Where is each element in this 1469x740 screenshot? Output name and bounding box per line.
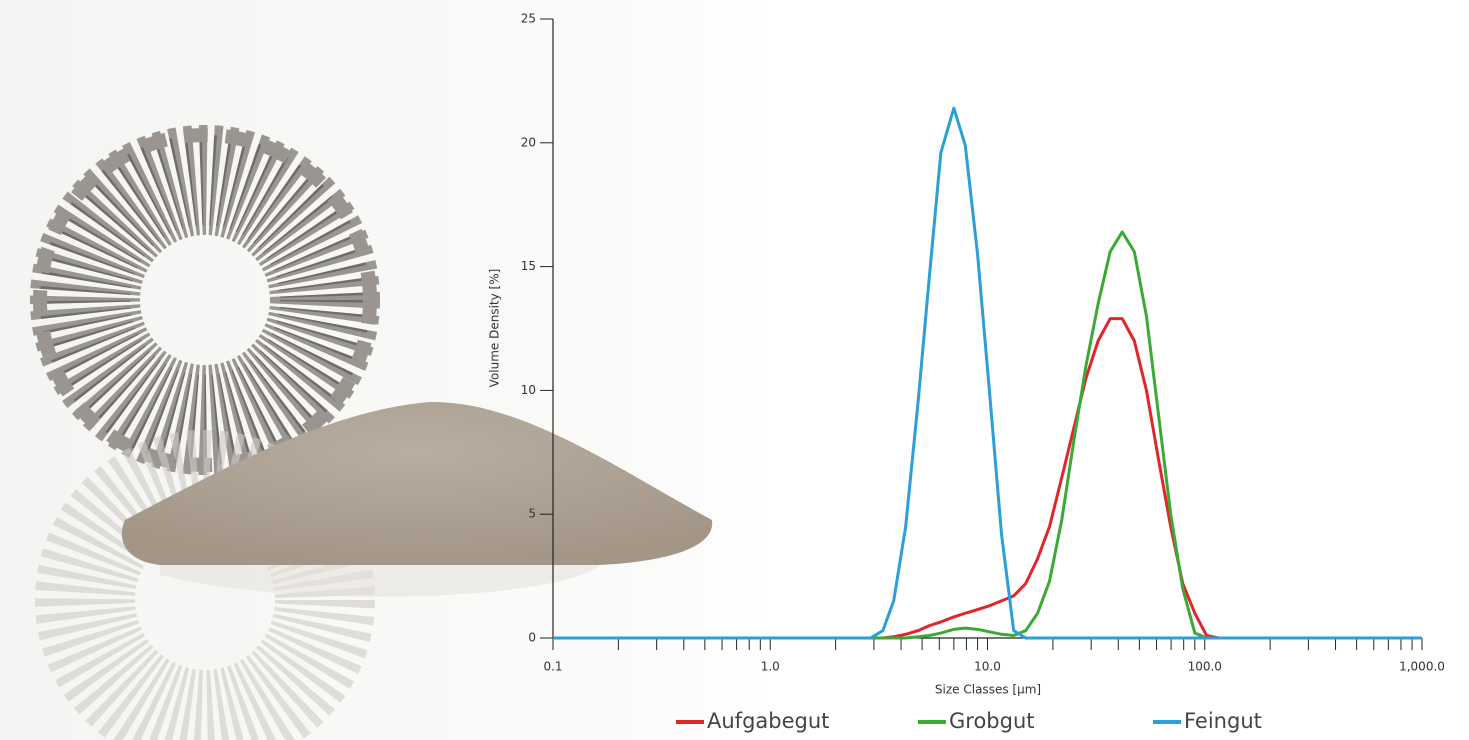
legend-label: Feingut [1184,709,1262,733]
y-tick-label: 20 [521,135,536,149]
y-tick-label: 0 [528,631,536,645]
x-tick-label: 0.1 [543,660,562,674]
data-line [553,106,1422,640]
x-tick-label: 100.0 [1188,660,1222,674]
x-tick-label: 1,000.0 [1399,660,1445,674]
legend-label: Grobgut [949,709,1035,733]
x-tick-label: 10.0 [974,660,1001,674]
y-axis-title: Volume Density [%] [488,269,502,388]
y-tick-label: 5 [528,507,536,521]
y-tick-label: 15 [521,259,536,273]
y-tick-label: 25 [521,12,536,26]
y-tick-label: 10 [521,383,536,397]
product-photo [0,0,770,740]
data-line [553,230,1422,640]
x-tick-label: 1.0 [761,660,780,674]
x-axis-title: Size Classes [µm] [935,683,1041,697]
legend-label: Aufgabegut [707,709,829,733]
